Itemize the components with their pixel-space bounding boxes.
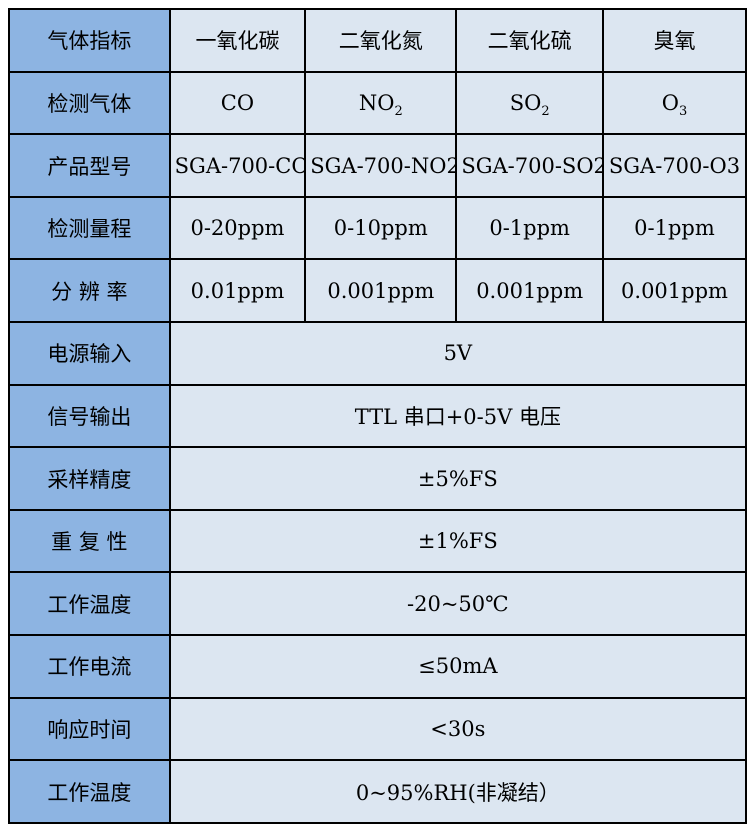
spec-cell-resolution: 0.001ppm [304,258,458,324]
table-row: 工作温度 0~95%RH(非凝结） [8,759,748,824]
spec-cell-model: SGA-700-O3 [601,133,748,198]
spec-cell-power-input: 5V [168,321,748,386]
spec-cell-range: 0-1ppm [601,195,748,261]
spec-cell-operating-temperature: -20~50℃ [168,571,748,637]
row-label-detected-gas: 检测气体 [8,70,171,136]
table-row: 重复性 ±1%FS [8,508,748,574]
spec-cell-response-time: <30s [168,696,748,762]
spec-cell-formula: CO [168,70,307,136]
spec-cell-range: 0-10ppm [304,195,458,261]
spec-cell-gas-name: 二氧化硫 [455,8,604,73]
table-row: 信号输出 TTL 串口+0-5V 电压 [8,383,748,449]
formula-subscript: 2 [541,104,550,120]
spec-cell-resolution: 0.001ppm [601,258,748,324]
spec-cell-operating-current: ≤50mA [168,634,748,699]
row-label-resolution: 分辨率 [8,258,171,324]
row-label-power-input: 电源输入 [8,321,171,386]
spec-cell-formula: SO2 [455,70,604,136]
row-label-operating-humidity: 工作温度 [8,759,171,824]
row-label-signal-output: 信号输出 [8,383,171,449]
row-label-gas-index: 气体指标 [8,8,171,73]
table-row: 工作电流 ≤50mA [8,634,748,699]
formula-base: CO [220,90,255,115]
formula-base: NO [358,90,395,115]
table-row: 采样精度 ±5%FS [8,446,748,511]
spec-cell-formula: O3 [601,70,748,136]
row-label-product-model: 产品型号 [8,133,171,198]
spec-cell-repeatability: ±1%FS [168,508,748,574]
formula-base: SO [509,90,542,115]
spec-cell-model: SGA-700-CO [168,133,307,198]
spec-cell-formula: NO2 [304,70,458,136]
row-label-repeatability: 重复性 [8,508,171,574]
spec-cell-sampling-accuracy: ±5%FS [168,446,748,511]
table-row: 分辨率 0.01ppm 0.001ppm 0.001ppm 0.001ppm [8,258,748,324]
spec-cell-resolution: 0.01ppm [168,258,307,324]
table-row: 电源输入 5V [8,321,748,386]
row-label-operating-current: 工作电流 [8,634,171,699]
table-row: 检测气体 CO NO2 SO2 O3 [8,70,748,136]
formula-base: O [661,90,679,115]
spec-cell-gas-name: 一氧化碳 [168,8,307,73]
spec-cell-signal-output: TTL 串口+0-5V 电压 [168,383,748,449]
spec-cell-gas-name: 二氧化氮 [304,8,458,73]
row-label-operating-temperature: 工作温度 [8,571,171,637]
table-row: 检测量程 0-20ppm 0-10ppm 0-1ppm 0-1ppm [8,195,748,261]
table-row: 产品型号 SGA-700-CO SGA-700-NO2 SGA-700-SO2 … [8,133,748,198]
spec-cell-model: SGA-700-NO2 [304,133,458,198]
row-label-sampling-accuracy: 采样精度 [8,446,171,511]
spec-cell-operating-humidity: 0~95%RH(非凝结） [168,759,748,824]
table-row: 响应时间 <30s [8,696,748,762]
spec-cell-range: 0-20ppm [168,195,307,261]
spec-table: 气体指标 一氧化碳 二氧化氮 二氧化硫 臭氧 检测气体 CO NO2 SO2 O… [8,8,748,824]
table-row: 气体指标 一氧化碳 二氧化氮 二氧化硫 臭氧 [8,8,748,73]
row-label-response-time: 响应时间 [8,696,171,762]
formula-subscript: 3 [678,104,688,120]
spec-cell-range: 0-1ppm [455,195,604,261]
spec-cell-resolution: 0.001ppm [455,258,604,324]
table-row: 工作温度 -20~50℃ [8,571,748,637]
formula-subscript: 2 [394,104,403,120]
spec-cell-gas-name: 臭氧 [601,8,748,73]
row-label-detection-range: 检测量程 [8,195,171,261]
spec-cell-model: SGA-700-SO2 [455,133,604,198]
